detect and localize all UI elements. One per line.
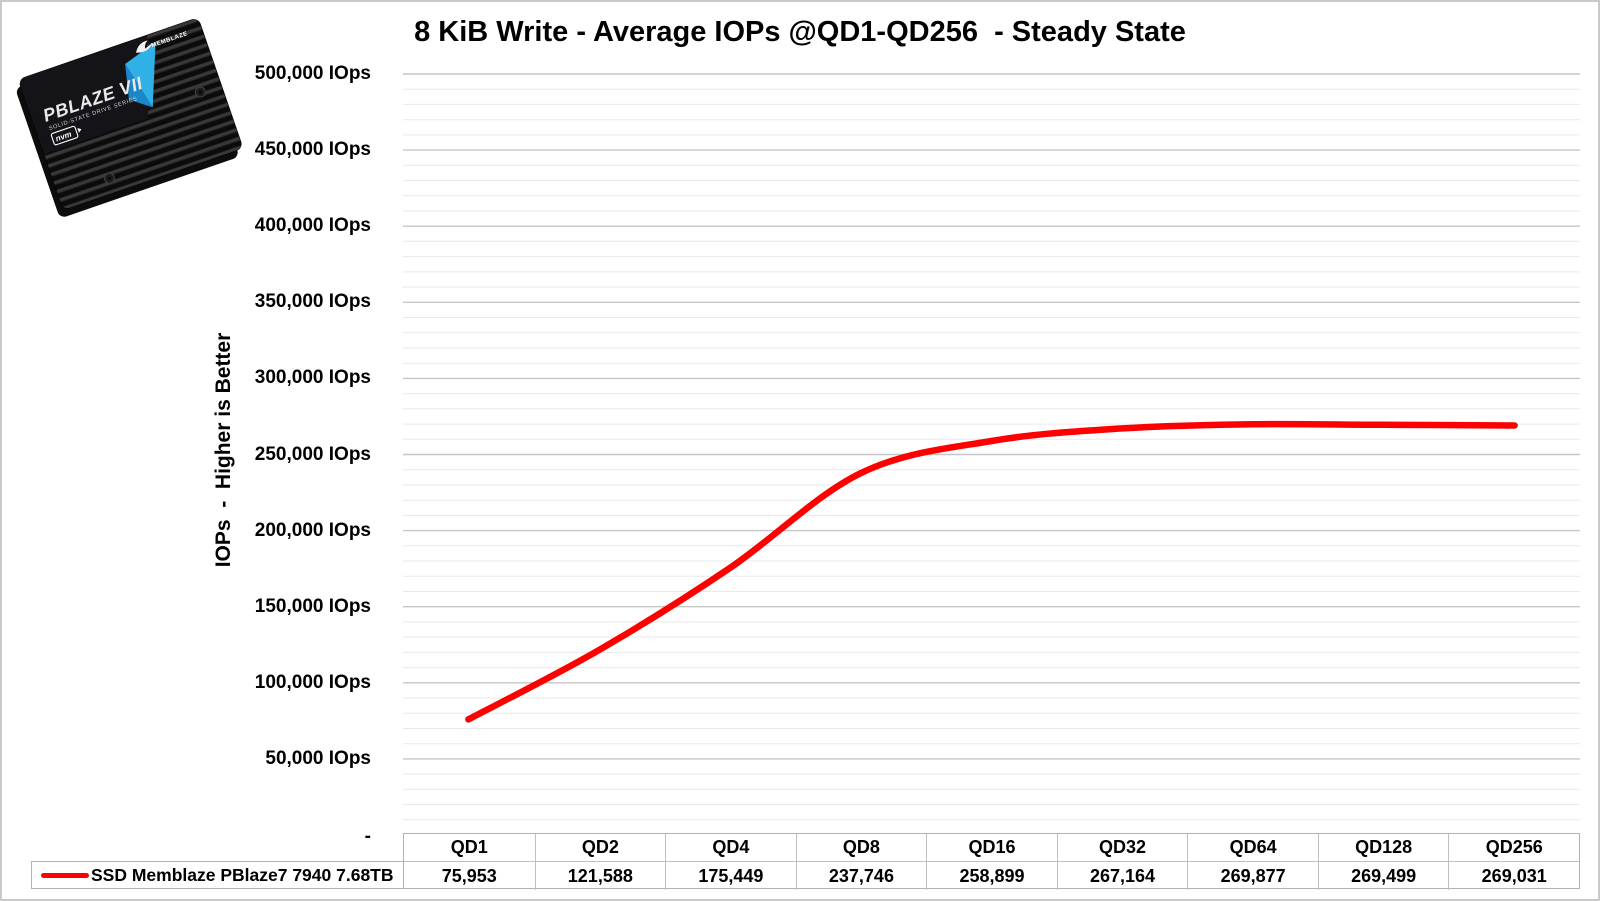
x-label-qd256: QD256 [1448, 834, 1579, 862]
x-label-qd2: QD2 [534, 834, 666, 862]
value-qd2: 121,588 [534, 862, 666, 890]
pblaze-ssd-product-image: MEMBLAZE PBLAZE VII SOLID-STATE DRIVE SE… [16, 17, 243, 217]
chart-title: 8 KiB Write - Average IOPs @QD1-QD256 - … [414, 16, 1186, 48]
y-tick-300000: 300,000 IOps [254, 367, 371, 388]
y-tick-450000: 450,000 IOps [254, 139, 371, 160]
ssd-label-panel [18, 35, 149, 155]
value-qd256: 269,031 [1448, 862, 1579, 890]
x-label-qd1: QD1 [404, 834, 535, 862]
ssd-screw-top-center [198, 90, 203, 94]
memblaze-dolphin-icon [136, 40, 153, 53]
x-label-qd64: QD64 [1187, 834, 1318, 862]
ssd-screw-bottom-center [107, 176, 112, 181]
y-tick-150000: 150,000 IOps [254, 596, 371, 617]
y-tick-zero: - [364, 826, 371, 847]
value-qd4: 175,449 [665, 862, 796, 890]
y-tick-350000: 350,000 IOps [254, 291, 371, 312]
value-qd32: 267,164 [1056, 862, 1188, 890]
y-tick-100000: 100,000 IOps [254, 672, 371, 693]
nvme-badge-outline [50, 125, 79, 146]
series-line-memblaze [465, 420, 1518, 723]
y-tick-200000: 200,000 IOps [254, 520, 371, 541]
y-tick-500000: 500,000 IOps [254, 63, 371, 84]
y-tick-400000: 400,000 IOps [254, 215, 371, 236]
x-label-qd8: QD8 [795, 834, 927, 862]
x-label-qd32: QD32 [1056, 834, 1188, 862]
gridlines [403, 73, 1580, 821]
ssd-accent-triangle-shade [125, 63, 153, 108]
series-color-swatch [41, 872, 89, 878]
value-qd64: 269,877 [1187, 862, 1318, 890]
x-label-qd128: QD128 [1317, 834, 1449, 862]
x-label-qd4: QD4 [665, 834, 796, 862]
value-qd8: 237,746 [795, 862, 927, 890]
value-qd1: 75,953 [441, 865, 497, 886]
legend: SSD Memblaze PBlaze7 7940 7.68TB [31, 861, 403, 889]
value-qd128: 269,499 [1317, 862, 1449, 890]
data-table-header-row: QD1 QD2 QD4 QD8 QD16 QD32 QD64 QD128 QD2… [404, 834, 1579, 862]
data-table: QD1 QD2 QD4 QD8 QD16 QD32 QD64 QD128 QD2… [403, 833, 1580, 890]
y-tick-50000: 50,000 IOps [265, 748, 371, 769]
value-qd16: 258,899 [926, 862, 1057, 890]
nvme-badge-arrow-icon [77, 128, 82, 133]
data-table-values-row: 75,953 121,588 175,449 237,746 258,899 2… [404, 862, 1579, 890]
series-name-label: SSD Memblaze PBlaze7 7940 7.68TB [91, 864, 394, 885]
y-axis-tick-labels: 500,000 IOps 450,000 IOps 400,000 IOps 3… [0, 0, 387, 901]
y-tick-250000: 250,000 IOps [254, 444, 371, 465]
ssd-accent-triangle [125, 41, 156, 108]
x-label-qd16: QD16 [926, 834, 1057, 862]
